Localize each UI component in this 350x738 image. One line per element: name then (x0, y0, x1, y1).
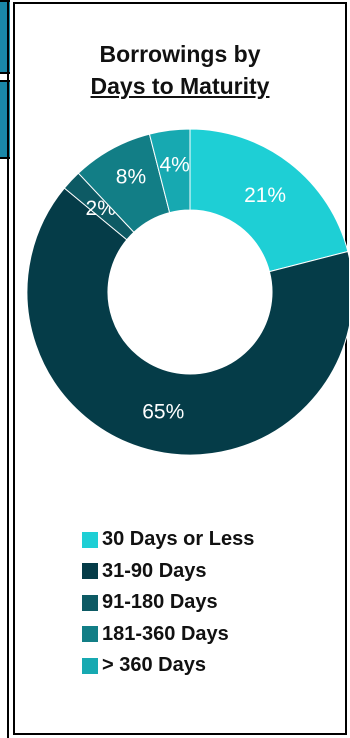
legend-swatch (82, 594, 98, 611)
legend-label: 30 Days or Less (102, 528, 255, 551)
legend-swatch (82, 531, 98, 548)
legend-label: 91-180 Days (102, 591, 218, 614)
data-label-over-360-days: 4% (159, 153, 189, 176)
adjacent-panel-edge (0, 0, 10, 738)
legend-item-31-90-days: 31-90 Days (82, 556, 254, 588)
adjacent-border (7, 0, 9, 738)
legend-label: > 360 Days (102, 654, 206, 677)
donut-chart: 21%65%2%8%4% (26, 128, 349, 456)
data-label-30-days-or-less: 21% (244, 184, 286, 207)
chart-legend: 30 Days or Less 31-90 Days 91-180 Days 181-… (82, 524, 254, 682)
chart-title: Borrowings by Days to Maturity (15, 38, 345, 102)
data-label-181-360-days: 8% (116, 166, 146, 189)
legend-item-91-180-days: 91-180 Days (82, 587, 254, 619)
slice-31-90-days (26, 187, 349, 456)
chart-title-line1: Borrowings by (99, 41, 261, 67)
slice-30-days-or-less (189, 128, 349, 273)
legend-item-30-days-or-less: 30 Days or Less (82, 524, 254, 556)
slice-over-360-days (148, 128, 191, 214)
adjacent-header-block-2 (0, 80, 10, 159)
legend-item-over-360-days: > 360 Days (82, 650, 254, 682)
legend-label: 181-360 Days (102, 622, 229, 645)
chart-title-line2: Days to Maturity (90, 73, 270, 99)
legend-swatch (82, 626, 98, 643)
legend-swatch (82, 657, 98, 674)
legend-swatch (82, 563, 98, 580)
legend-item-181-360-days: 181-360 Days (82, 619, 254, 651)
adjacent-header-block (0, 0, 10, 74)
legend-label: 31-90 Days (102, 559, 207, 582)
data-label-31-90-days: 65% (142, 401, 184, 424)
chart-panel: Borrowings by Days to Maturity 21% 65% 2% 8… (13, 2, 349, 735)
